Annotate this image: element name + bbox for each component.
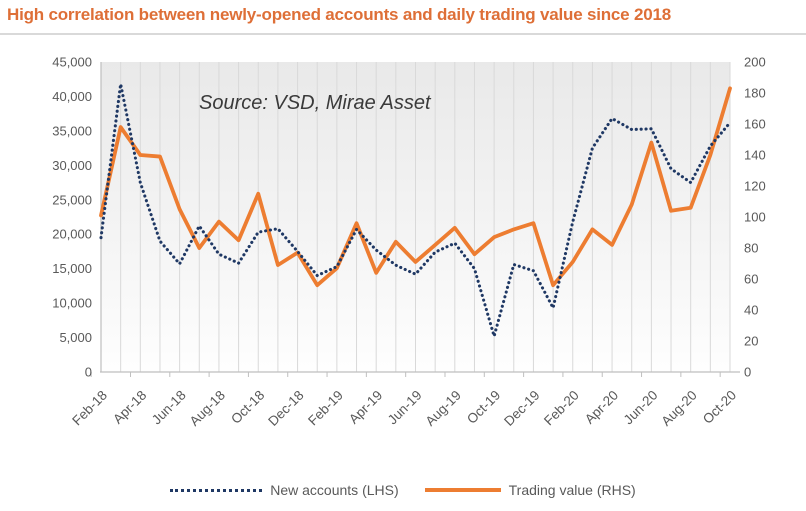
x-axis-label: Oct-20 bbox=[700, 388, 739, 427]
trading-value-series bbox=[99, 86, 732, 288]
right-axis-label: 160 bbox=[744, 117, 766, 132]
right-axis-label: 100 bbox=[744, 210, 766, 225]
left-axis-label: 45,000 bbox=[52, 55, 92, 70]
x-axis-label: Aug-20 bbox=[658, 388, 699, 429]
right-axis-label: 200 bbox=[744, 55, 766, 70]
left-axis-label: 40,000 bbox=[52, 89, 92, 104]
right-axis-label: 20 bbox=[744, 334, 758, 349]
x-axis-label: Apr-20 bbox=[582, 388, 621, 427]
x-axis-label: Oct-18 bbox=[228, 388, 267, 427]
legend-label-new-accounts: New accounts (LHS) bbox=[270, 482, 399, 498]
right-axis-label: 140 bbox=[744, 148, 766, 163]
x-axis-label: Dec-19 bbox=[501, 388, 542, 429]
title-separator bbox=[0, 33, 806, 35]
left-axis-label: 20,000 bbox=[52, 227, 92, 242]
right-axis-label: 0 bbox=[744, 365, 751, 380]
x-axis-label: Dec-18 bbox=[265, 388, 306, 429]
left-axis-label: 30,000 bbox=[52, 158, 92, 173]
x-axis-label: Apr-19 bbox=[346, 388, 385, 427]
x-axis-label: Feb-20 bbox=[541, 388, 582, 429]
x-axis-label: Jun-20 bbox=[621, 388, 661, 428]
legend-item-trading-value: Trading value (RHS) bbox=[424, 482, 636, 498]
right-axis-label: 80 bbox=[744, 241, 758, 256]
source-note: Source: VSD, Mirae Asset bbox=[199, 92, 431, 114]
right-axis-label: 40 bbox=[744, 303, 758, 318]
right-axis-label: 120 bbox=[744, 179, 766, 194]
chart-legend: New accounts (LHS) Trading value (RHS) bbox=[0, 477, 806, 503]
left-axis-label: 35,000 bbox=[52, 123, 92, 138]
x-axis-label: Feb-18 bbox=[69, 388, 110, 429]
right-axis-label: 180 bbox=[744, 86, 766, 101]
x-axis-label: Aug-19 bbox=[423, 388, 464, 429]
legend-item-new-accounts: New accounts (LHS) bbox=[170, 482, 399, 498]
x-axis-label: Oct-19 bbox=[464, 388, 503, 427]
legend-label-trading-value: Trading value (RHS) bbox=[508, 482, 636, 498]
x-axis-label: Apr-18 bbox=[110, 388, 149, 427]
x-axis-label: Jun-18 bbox=[149, 388, 189, 428]
x-axis-label: Aug-18 bbox=[187, 388, 228, 429]
left-axis-label: 10,000 bbox=[52, 296, 92, 311]
left-axis-label: 15,000 bbox=[52, 261, 92, 276]
legend-marker-new-accounts bbox=[170, 488, 263, 492]
left-axis-label: 25,000 bbox=[52, 192, 92, 207]
left-axis-label: 5,000 bbox=[59, 330, 92, 345]
new-accounts-series bbox=[99, 82, 732, 338]
chart-title: High correlation between newly-opened ac… bbox=[7, 5, 671, 24]
x-axis-label: Feb-19 bbox=[305, 388, 346, 429]
legend-marker-trading-value bbox=[424, 488, 501, 492]
left-axis-label: 0 bbox=[85, 365, 92, 380]
right-axis-label: 60 bbox=[744, 272, 758, 287]
x-axis-label: Jun-19 bbox=[385, 388, 425, 428]
